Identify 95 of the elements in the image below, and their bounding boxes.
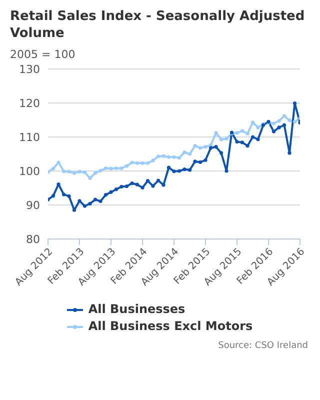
- point: [182, 168, 186, 172]
- y-tick-label: 90: [26, 198, 40, 212]
- y-tick-label: 100: [19, 164, 40, 178]
- y-axis-title: 2005 = 100: [10, 48, 76, 61]
- line-series: [48, 114, 300, 180]
- point: [72, 171, 76, 175]
- point: [51, 194, 56, 198]
- point: [151, 158, 155, 162]
- point: [204, 145, 208, 149]
- point: [246, 144, 250, 148]
- source-note: Source: CSO Ireland: [217, 341, 308, 351]
- point: [140, 161, 144, 165]
- point: [72, 208, 76, 212]
- point: [277, 119, 281, 123]
- point: [172, 155, 176, 159]
- point: [151, 184, 155, 188]
- point: [146, 179, 150, 183]
- point: [235, 140, 239, 144]
- point: [88, 202, 92, 206]
- point: [98, 199, 102, 204]
- point: [246, 132, 250, 136]
- point: [240, 129, 244, 133]
- point: [250, 135, 255, 139]
- legend-label: All Business Excl Motors: [88, 318, 253, 335]
- point: [188, 152, 192, 156]
- point: [219, 151, 224, 155]
- point: [140, 186, 144, 190]
- point: [214, 145, 218, 149]
- point: [166, 166, 171, 170]
- point: [292, 102, 297, 106]
- point: [162, 154, 166, 158]
- point: [114, 188, 118, 192]
- point: [130, 181, 134, 186]
- point: [188, 168, 192, 172]
- point: [62, 170, 66, 174]
- point: [98, 168, 102, 172]
- point: [104, 193, 108, 197]
- point: [156, 154, 160, 158]
- point: [272, 130, 276, 134]
- point: [109, 190, 113, 194]
- point: [256, 126, 260, 130]
- point: [78, 199, 82, 203]
- point: [114, 166, 118, 170]
- point: [198, 146, 202, 150]
- point: [135, 182, 140, 186]
- point: [182, 150, 186, 154]
- y-tick-label: 130: [19, 62, 40, 76]
- point: [156, 178, 160, 182]
- point: [240, 140, 244, 144]
- point: [146, 161, 150, 165]
- point: [288, 118, 292, 122]
- point: [88, 176, 92, 180]
- chart-title: Retail Sales Index - Seasonally Adjusted Volume: [10, 8, 306, 42]
- y-tick-label: 110: [19, 130, 40, 144]
- point: [166, 155, 171, 159]
- point: [82, 170, 87, 174]
- point: [272, 122, 276, 126]
- point: [235, 131, 239, 135]
- point: [104, 166, 108, 170]
- point: [193, 144, 197, 148]
- point: [256, 138, 260, 142]
- point: [288, 151, 292, 155]
- point: [208, 146, 213, 150]
- point: [62, 192, 66, 196]
- point: [82, 204, 87, 208]
- point: [135, 161, 140, 165]
- point: [224, 169, 228, 173]
- point: [198, 160, 202, 164]
- y-tick-label: 80: [26, 232, 40, 246]
- point: [78, 170, 82, 174]
- point: [93, 198, 98, 202]
- point: [177, 169, 182, 173]
- point: [120, 184, 124, 188]
- point: [204, 158, 208, 162]
- point: [172, 170, 176, 174]
- point: [224, 136, 228, 140]
- point: [277, 126, 281, 130]
- point: [130, 160, 134, 164]
- point: [162, 183, 166, 187]
- point: [109, 166, 113, 170]
- point: [124, 164, 129, 168]
- point: [93, 171, 98, 175]
- point: [124, 184, 129, 188]
- point: [193, 160, 197, 164]
- y-tick-label: 120: [19, 96, 40, 110]
- point: [67, 194, 71, 198]
- legend-label: All Businesses: [88, 301, 186, 318]
- point: [177, 156, 182, 160]
- point: [292, 120, 297, 124]
- point: [51, 166, 56, 170]
- point: [282, 114, 286, 118]
- point: [282, 123, 286, 127]
- point: [67, 170, 71, 174]
- point: [120, 166, 124, 170]
- point: [219, 138, 224, 142]
